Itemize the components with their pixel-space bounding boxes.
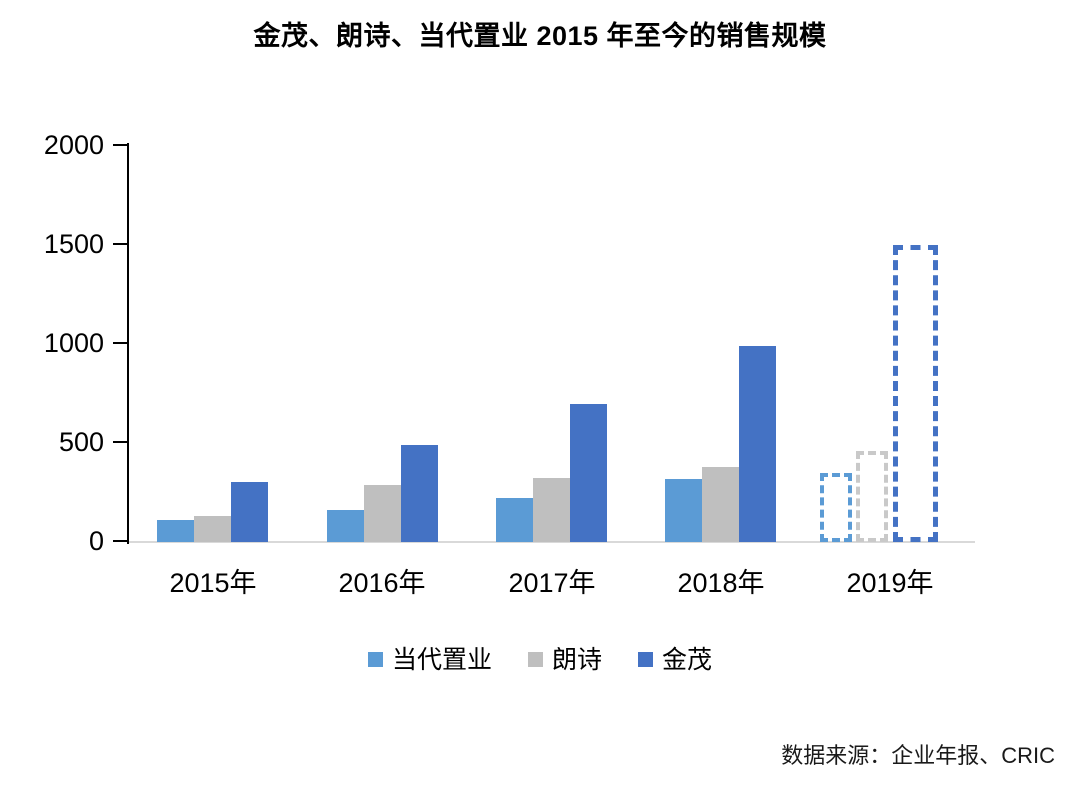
- bar-langshi-2015年: [194, 516, 231, 542]
- bar-langshi-2018年: [702, 467, 739, 542]
- y-axis-tick: [113, 540, 128, 542]
- legend-label-jinmao: 金茂: [662, 646, 713, 674]
- y-axis-line: [127, 143, 129, 544]
- legend-item-langshi: 朗诗: [527, 640, 602, 676]
- bar-jinmao-2017年: [570, 404, 607, 542]
- x-axis-line: [128, 541, 975, 543]
- bar-langshi-2017年: [533, 478, 570, 542]
- bar-jinmao-2015年: [231, 482, 268, 542]
- x-axis-label: 2016年: [338, 568, 426, 598]
- forecast-bar-dangdaizhiye-2019年: [820, 473, 852, 542]
- legend-swatch-dangdaizhiye: [367, 651, 383, 667]
- y-axis-tick-label: 0: [88, 526, 104, 556]
- x-axis-label: 2017年: [508, 568, 596, 598]
- y-axis-tick-label: 2000: [43, 130, 104, 160]
- bar-dangdaizhiye-2018年: [665, 479, 702, 542]
- y-axis-tick: [113, 243, 128, 245]
- forecast-bar-langshi-2019年: [856, 451, 888, 542]
- legend-swatch-langshi: [527, 651, 543, 667]
- legend-item-jinmao: 金茂: [638, 640, 712, 676]
- x-axis-label: 2015年: [169, 568, 257, 598]
- y-axis-tick-label: 1000: [43, 328, 104, 358]
- legend-label-dangdaizhiye: 当代置业: [391, 646, 492, 674]
- legend-swatch-jinmao: [638, 651, 653, 667]
- legend: 当代置业 朗诗 金茂: [0, 640, 1080, 676]
- x-axis-label: 2019年: [846, 568, 934, 598]
- y-axis-tick-label: 1500: [43, 229, 104, 259]
- bar-langshi-2016年: [364, 485, 401, 542]
- forecast-bar-jinmao-2019年: [893, 245, 938, 542]
- plot-area: 0 500 1000 1500 2000 2015年 2016年 2017年 2018年 2019…: [43, 130, 975, 598]
- bar-dangdaizhiye-2016年: [327, 510, 364, 542]
- bar-dangdaizhiye-2015年: [157, 520, 194, 542]
- data-source-note: 数据来源：企业年报、CRIC: [781, 743, 1055, 768]
- bar-jinmao-2018年: [739, 346, 776, 542]
- y-axis-tick: [113, 342, 128, 344]
- chart-title: 金茂、朗诗、当代置业 2015 年至今的销售规模: [253, 21, 827, 51]
- y-axis-tick: [113, 144, 128, 146]
- y-axis-tick: [113, 441, 128, 443]
- legend-item-dangdaizhiye: 当代置业: [367, 640, 492, 676]
- bar-dangdaizhiye-2017年: [496, 498, 533, 542]
- y-axis-tick-label: 500: [58, 427, 104, 457]
- x-axis-label: 2018年: [677, 568, 765, 598]
- legend-label-langshi: 朗诗: [551, 646, 602, 674]
- bar-jinmao-2016年: [401, 445, 438, 542]
